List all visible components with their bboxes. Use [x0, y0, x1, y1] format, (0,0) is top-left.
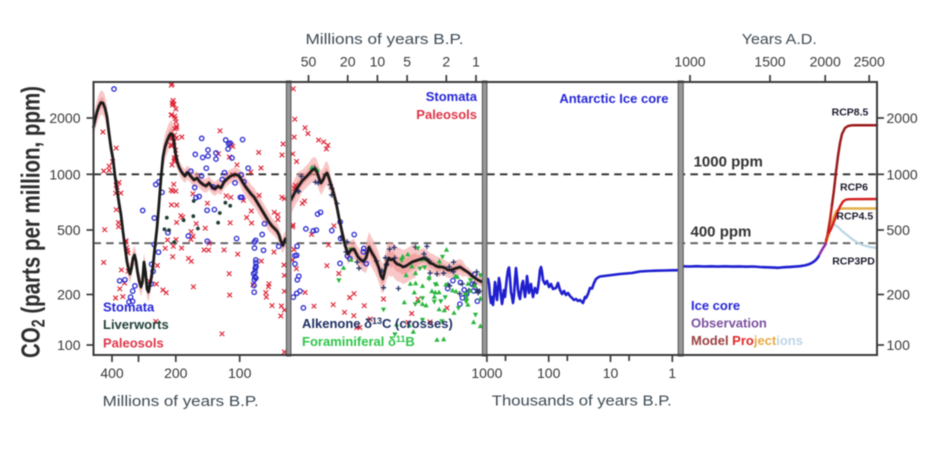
svg-text:RCP4.5: RCP4.5	[836, 211, 873, 223]
svg-text:2000: 2000	[887, 110, 918, 126]
svg-text:1: 1	[472, 54, 480, 70]
svg-text:RCP3PD: RCP3PD	[832, 255, 875, 267]
svg-text:Antarctic Ice core: Antarctic Ice core	[559, 91, 668, 106]
svg-text:200: 200	[57, 287, 81, 303]
svg-text:RCP8.5: RCP8.5	[832, 106, 869, 118]
svg-text:2000: 2000	[810, 54, 841, 70]
svg-text:Ice core: Ice core	[691, 298, 740, 313]
svg-text:10: 10	[370, 54, 386, 70]
svg-text:Alkenone δ13C (crosses): Alkenone δ13C (crosses)	[302, 316, 453, 331]
svg-text:100: 100	[537, 365, 561, 381]
svg-text:Paleosols: Paleosols	[416, 107, 477, 122]
svg-text:Years A.D.: Years A.D.	[742, 32, 817, 48]
svg-text:400 ppm: 400 ppm	[691, 224, 752, 241]
svg-text:1000: 1000	[471, 365, 502, 381]
svg-text:500: 500	[887, 222, 911, 238]
svg-text:1500: 1500	[754, 54, 785, 70]
svg-text:Millions of years B.P.: Millions of years B.P.	[103, 394, 259, 410]
svg-text:10: 10	[603, 365, 619, 381]
svg-text:1000: 1000	[674, 54, 705, 70]
svg-text:50: 50	[301, 54, 317, 70]
svg-text:400: 400	[100, 365, 124, 381]
svg-text:1: 1	[668, 365, 676, 381]
svg-text:Millions of years B.P.: Millions of years B.P.	[306, 32, 464, 48]
svg-text:20: 20	[340, 54, 356, 70]
svg-text:Paleosols: Paleosols	[103, 335, 164, 350]
svg-text:RCP6: RCP6	[840, 182, 868, 194]
svg-text:100: 100	[887, 337, 911, 353]
svg-text:500: 500	[57, 222, 81, 238]
svg-text:5: 5	[403, 54, 411, 70]
svg-text:200: 200	[887, 287, 911, 303]
svg-text:1000: 1000	[49, 166, 80, 182]
svg-text:1000: 1000	[887, 166, 918, 182]
svg-text:200: 200	[164, 365, 188, 381]
svg-text:1000 ppm: 1000 ppm	[694, 154, 763, 171]
svg-text:2500: 2500	[854, 54, 885, 70]
svg-text:Model Projections: Model Projections	[691, 333, 803, 348]
svg-text:100: 100	[228, 365, 252, 381]
svg-text:Foraminiferal δ11B: Foraminiferal δ11B	[302, 334, 415, 349]
svg-text:2000: 2000	[49, 110, 80, 126]
svg-text:CO2 (parts per million, ppm): CO2 (parts per million, ppm)	[16, 86, 49, 358]
svg-text:Thousands of years B.P.: Thousands of years B.P.	[492, 394, 672, 410]
svg-text:100: 100	[57, 337, 81, 353]
svg-text:Stomata: Stomata	[426, 89, 478, 104]
svg-text:Liverworts: Liverworts	[103, 317, 169, 332]
svg-text:Observation: Observation	[691, 316, 767, 331]
svg-text:2: 2	[442, 54, 450, 70]
svg-text:Stomata: Stomata	[103, 300, 155, 315]
